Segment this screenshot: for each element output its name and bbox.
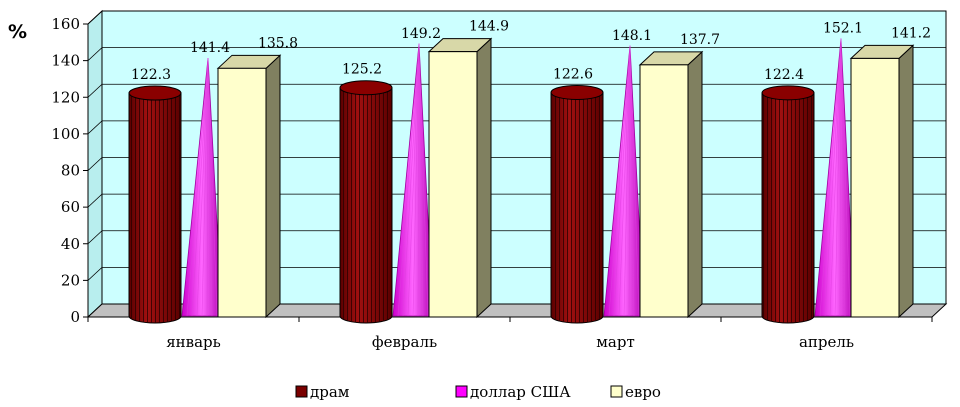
data-label-eur: 135.8	[258, 35, 298, 51]
bar-usd-hatch	[196, 58, 209, 317]
bar-usd-hatch	[412, 43, 420, 317]
gridline-side	[87, 10, 103, 25]
bar-eur	[428, 51, 478, 318]
data-label-dram: 122.3	[131, 67, 171, 83]
gridline-side	[87, 120, 103, 135]
bar-usd-hatch	[819, 38, 842, 317]
data-label-dram: 122.4	[764, 67, 804, 83]
gridline-side	[87, 47, 103, 61]
bar-usd-hatch	[629, 45, 635, 317]
bar-usd-hatch	[623, 45, 631, 317]
bar-usd-hatch	[186, 58, 209, 317]
x-category-label: апрель	[799, 333, 854, 351]
bar-eur-side	[898, 44, 914, 319]
gridline-side	[87, 157, 103, 171]
bar-usd-hatch	[839, 38, 842, 317]
y-tick-label: 120	[51, 88, 80, 106]
bar-dram-stripes	[551, 92, 603, 324]
category-group: 122.3 141.4 135.8	[128, 35, 298, 324]
bar-usd-hatch	[618, 45, 631, 317]
y-tick-label: 100	[51, 125, 80, 143]
bar-eur-side	[476, 37, 492, 319]
data-label-usd: 148.1	[612, 28, 652, 44]
bar-usd-hatch	[402, 43, 420, 317]
plot-area: 0 20 40 60 80 100 120 140 160 122.3 141.4 135.8 янва…	[51, 9, 948, 351]
legend-swatch	[610, 385, 623, 398]
bar-usd-hatch	[418, 43, 424, 317]
x-category-label: март	[596, 333, 635, 351]
data-label-eur: 137.7	[680, 32, 720, 48]
bar-dram-stripes	[762, 92, 814, 323]
bar-usd-hatch	[206, 58, 209, 317]
bar-usd-hatch	[628, 45, 631, 317]
category-group: 125.2 149.2 144.9	[339, 19, 509, 324]
bar-dram-top	[128, 85, 182, 101]
bar-usd-hatch	[629, 45, 640, 317]
legend-item-dram: драм	[295, 383, 350, 401]
y-tick-label: 140	[51, 52, 80, 70]
x-category-label: февраль	[372, 333, 437, 351]
legend-label: доллар США	[470, 383, 571, 401]
bar-usd-hatch	[608, 45, 631, 317]
bar-eur	[217, 67, 267, 318]
bar-usd-hatch	[834, 38, 842, 317]
bar-usd-hatch	[207, 58, 213, 317]
bar-eur	[850, 57, 900, 318]
bar-dram-top	[339, 80, 393, 96]
bar-usd-hatch	[417, 43, 420, 317]
data-label-eur: 144.9	[469, 19, 509, 35]
y-tick-label: 80	[61, 162, 80, 180]
data-label-usd: 152.1	[823, 20, 863, 36]
bar-usd-hatch	[207, 58, 218, 317]
x-category-label: январь	[166, 333, 221, 351]
y-unit-label: %	[8, 21, 27, 43]
category-group: 122.6 148.1 137.7	[550, 28, 720, 324]
bar-dram-top	[761, 85, 815, 101]
data-label-usd: 149.2	[401, 26, 441, 42]
legend-swatch	[455, 385, 468, 398]
gridline-side	[87, 230, 103, 245]
data-label-dram: 125.2	[342, 62, 382, 78]
legend-item-usd: доллар США	[455, 383, 571, 401]
bar-usd-hatch	[840, 38, 846, 317]
bar-usd-hatch	[829, 38, 842, 317]
bar-usd-hatch	[824, 38, 842, 317]
y-tick-label: 160	[51, 15, 80, 33]
y-tick-label: 40	[61, 235, 80, 253]
bar-eur-side	[687, 50, 703, 319]
gridline-side	[87, 193, 103, 208]
bar-eur	[639, 64, 689, 318]
legend-swatch	[295, 385, 308, 398]
legend: драм доллар США евро	[295, 383, 661, 401]
bar-usd-hatch	[191, 58, 209, 317]
bar-usd-hatch	[840, 38, 851, 317]
bar-usd-hatch	[613, 45, 631, 317]
bar-usd-hatch	[201, 58, 209, 317]
legend-item-eur: евро	[610, 383, 661, 401]
bar-dram-stripes	[129, 93, 181, 324]
gridline-side	[87, 267, 103, 281]
bar-eur-side	[265, 54, 281, 319]
bar-usd-hatch	[407, 43, 420, 317]
y-tick-label: 20	[61, 271, 80, 289]
legend-label: драм	[310, 383, 350, 401]
y-tick-label: 60	[61, 198, 80, 216]
bar-usd-hatch	[397, 43, 420, 317]
bar-dram-top	[550, 84, 604, 100]
category-group: 122.4 152.1 141.2	[761, 20, 931, 324]
data-label-usd: 141.4	[190, 40, 230, 56]
bar-dram-stripes	[340, 87, 392, 323]
data-label-dram: 122.6	[553, 66, 593, 82]
bar-usd-hatch	[418, 43, 429, 317]
gridline-side	[87, 83, 103, 98]
legend-label: евро	[625, 383, 661, 401]
data-label-eur: 141.2	[891, 25, 931, 41]
y-tick-label: 0	[70, 308, 80, 326]
